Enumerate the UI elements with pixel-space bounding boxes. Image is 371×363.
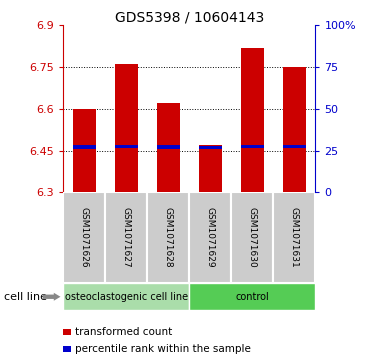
Bar — [189, 192, 231, 283]
Bar — [147, 192, 189, 283]
Text: control: control — [236, 292, 269, 302]
Bar — [241, 144, 264, 148]
Text: GSM1071631: GSM1071631 — [290, 207, 299, 268]
Bar — [105, 192, 147, 283]
Text: percentile rank within the sample: percentile rank within the sample — [75, 344, 251, 354]
Text: osteoclastogenic cell line: osteoclastogenic cell line — [65, 292, 188, 302]
Bar — [115, 144, 138, 148]
Title: GDS5398 / 10604143: GDS5398 / 10604143 — [115, 10, 264, 24]
Bar — [73, 145, 96, 149]
Text: GSM1071626: GSM1071626 — [80, 207, 89, 268]
Text: transformed count: transformed count — [75, 327, 172, 337]
Bar — [283, 145, 306, 148]
Text: GSM1071628: GSM1071628 — [164, 207, 173, 268]
Bar — [73, 109, 96, 192]
Bar — [231, 192, 273, 283]
Bar — [189, 283, 315, 310]
Bar — [157, 145, 180, 149]
Bar — [198, 145, 222, 192]
Bar — [273, 192, 315, 283]
Bar — [115, 64, 138, 192]
Bar — [241, 48, 264, 192]
Bar — [283, 67, 306, 192]
Text: GSM1071630: GSM1071630 — [248, 207, 257, 268]
Text: cell line: cell line — [4, 292, 47, 302]
Text: GSM1071629: GSM1071629 — [206, 207, 215, 268]
Text: GSM1071627: GSM1071627 — [122, 207, 131, 268]
Bar — [63, 283, 189, 310]
Bar — [198, 146, 222, 149]
Bar — [63, 192, 105, 283]
Bar — [157, 103, 180, 192]
